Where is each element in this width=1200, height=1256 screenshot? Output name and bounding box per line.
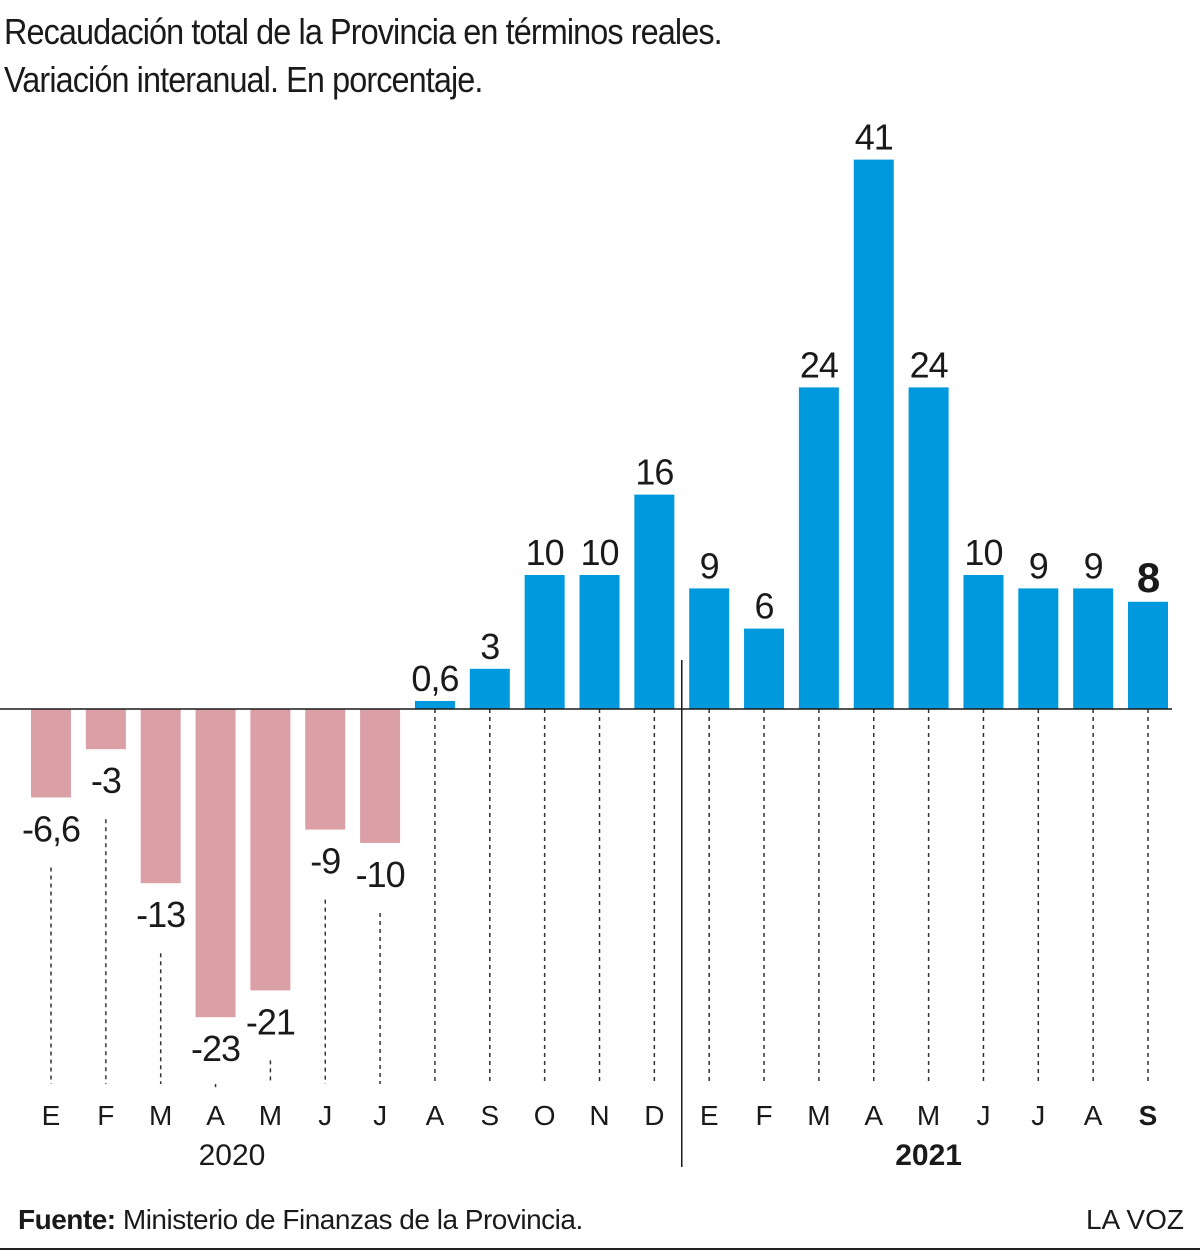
bar <box>634 494 675 709</box>
bar <box>744 628 785 709</box>
bar <box>85 709 126 750</box>
bar <box>798 387 839 709</box>
bar-chart: -6,6 E -3 F -13 M -23 A -21 M -9 J -10 J 0,6 A 3 S 10 O 10 N 1… <box>0 117 1172 1172</box>
bar <box>524 575 565 709</box>
bar <box>908 387 949 709</box>
x-tick-label: M <box>259 1100 282 1131</box>
data-label: -21 <box>246 1001 295 1042</box>
data-label: 9 <box>1084 545 1103 586</box>
data-label: -3 <box>91 760 121 801</box>
source-note: Fuente: Ministerio de Finanzas de la Pro… <box>18 1204 583 1236</box>
brand-logo-text: LA VOZ <box>1085 1204 1184 1235</box>
bar <box>963 575 1004 709</box>
x-tick-label: J <box>1031 1100 1045 1131</box>
data-label: 6 <box>755 586 774 627</box>
x-tick-label: S <box>1139 1100 1158 1131</box>
chart-title: Recaudación total de la Provincia en tér… <box>4 8 723 104</box>
bottom-rule <box>0 1248 1200 1250</box>
bar <box>31 709 71 798</box>
x-tick-label: J <box>318 1100 332 1131</box>
x-tick-label: S <box>480 1100 499 1131</box>
x-tick-label: F <box>97 1100 114 1131</box>
x-tick-label: E <box>42 1100 61 1131</box>
x-tick-label: E <box>700 1100 719 1131</box>
data-label: -9 <box>310 841 340 882</box>
data-label: 24 <box>800 344 838 385</box>
year-label: 2020 <box>199 1139 266 1172</box>
x-tick-label: A <box>864 1100 883 1131</box>
title-line-2: Variación interanual. En porcentaje. <box>4 59 483 100</box>
x-tick-label: F <box>755 1100 772 1131</box>
bar <box>1128 601 1168 709</box>
data-label: 41 <box>855 117 893 158</box>
x-tick-label: A <box>1084 1100 1103 1131</box>
title-line-1: Recaudación total de la Provincia en tér… <box>4 11 723 52</box>
data-label: -10 <box>356 854 405 895</box>
bar <box>1018 588 1059 709</box>
x-tick-label: A <box>206 1100 225 1131</box>
x-tick-label: A <box>426 1100 445 1131</box>
bar <box>689 588 730 709</box>
data-label: -13 <box>136 894 185 935</box>
year-label: 2021 <box>895 1139 962 1172</box>
x-tick-label: M <box>917 1100 940 1131</box>
data-label: 10 <box>964 532 1002 573</box>
source-text: Ministerio de Finanzas de la Provincia. <box>122 1204 583 1235</box>
x-tick-label: O <box>534 1100 556 1131</box>
bar <box>360 709 401 843</box>
bar <box>579 575 620 709</box>
source-label: Fuente: <box>18 1204 116 1235</box>
data-label: 9 <box>1029 545 1048 586</box>
bar <box>414 700 455 709</box>
x-tick-label: J <box>976 1100 990 1131</box>
data-label: 0,6 <box>411 658 458 699</box>
x-tick-label: N <box>589 1100 609 1131</box>
data-label: 10 <box>580 532 618 573</box>
data-label: 3 <box>480 626 499 667</box>
bar <box>250 709 291 991</box>
bar <box>195 709 236 1018</box>
data-label: 16 <box>635 452 673 493</box>
x-tick-label: D <box>644 1100 664 1131</box>
bar <box>140 709 181 884</box>
x-tick-label: M <box>807 1100 830 1131</box>
data-label: -23 <box>191 1028 240 1069</box>
bar <box>305 709 346 830</box>
bar <box>469 668 510 709</box>
x-tick-label: M <box>149 1100 172 1131</box>
data-label: 8 <box>1137 554 1160 601</box>
data-label: 9 <box>700 545 719 586</box>
data-label: 10 <box>526 532 564 573</box>
bar <box>853 159 894 710</box>
data-label: 24 <box>910 344 948 385</box>
x-tick-label: J <box>373 1100 387 1131</box>
bar <box>1073 588 1114 709</box>
data-label: -6,6 <box>22 808 80 849</box>
